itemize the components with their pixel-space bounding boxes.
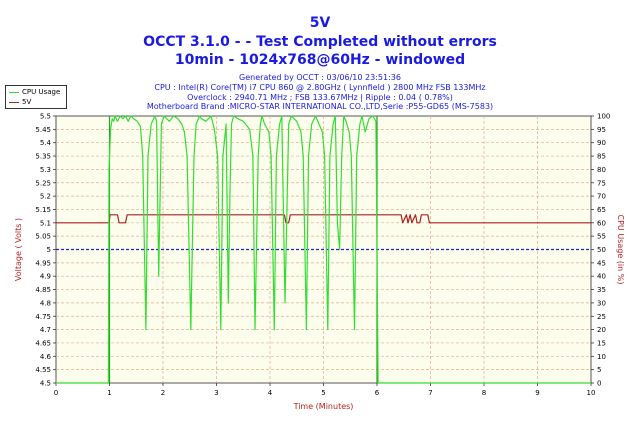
y-tick-label: 5.05 xyxy=(35,233,51,241)
y-tick-label: 5.45 xyxy=(35,126,51,134)
y2-tick-label: 60 xyxy=(597,219,606,227)
y-tick-label: 4.65 xyxy=(35,339,51,347)
y-tick-label: 4.5 xyxy=(40,380,51,388)
y2-tick-label: 30 xyxy=(597,299,606,307)
legend-item-5v: 5V xyxy=(9,97,31,107)
legend-item-cpu-usage: CPU Usage xyxy=(9,87,60,97)
series-cpu-usage-line xyxy=(56,115,591,384)
x-tick-label: 10 xyxy=(587,389,596,397)
y-axis-label: Voltage ( Volts ) xyxy=(14,218,23,281)
generated-info: Generated by OCCT : 03/06/10 23:51:36 xyxy=(239,73,401,82)
y-tick-label: 4.85 xyxy=(35,286,51,294)
y2-tick-label: 85 xyxy=(597,153,606,161)
legend-swatch-5v xyxy=(9,101,19,103)
y2-tick-label: 0 xyxy=(597,380,601,388)
y2-tick-label: 45 xyxy=(597,259,606,267)
y-tick-label: 5.15 xyxy=(35,206,51,214)
y2-tick-label: 55 xyxy=(597,233,606,241)
overclock-info: Overclock : 2940.71 MHz ; FSB 133.67MHz … xyxy=(187,93,453,102)
y2-tick-label: 35 xyxy=(597,286,606,294)
chart-subtitle: OCCT 3.1.0 - - Test Completed without er… xyxy=(143,34,497,50)
y-tick-label: 5.3 xyxy=(40,166,51,174)
x-tick-label: 1 xyxy=(107,389,111,397)
y-tick-label: 4.55 xyxy=(35,366,51,374)
x-tick-label: 6 xyxy=(375,389,380,397)
y-tick-label: 5.5 xyxy=(40,113,51,121)
y-tick-label: 5 xyxy=(47,246,51,254)
y2-tick-label: 70 xyxy=(597,193,606,201)
legend-label-5v: 5V xyxy=(22,98,32,106)
x-tick-label: 5 xyxy=(321,389,325,397)
x-tick-label: 3 xyxy=(214,389,218,397)
y2-tick-label: 75 xyxy=(597,179,606,187)
y2-tick-label: 90 xyxy=(597,139,606,147)
y2-tick-label: 80 xyxy=(597,166,606,174)
y2-tick-label: 50 xyxy=(597,246,606,254)
y-tick-label: 4.95 xyxy=(35,259,51,267)
y2-tick-label: 65 xyxy=(597,206,606,214)
y-tick-label: 4.75 xyxy=(35,313,51,321)
x-tick-label: 9 xyxy=(535,389,539,397)
legend-label-cpu-usage: CPU Usage xyxy=(22,88,61,96)
y2-tick-label: 40 xyxy=(597,273,606,281)
motherboard-info: Motherboard Brand :MICRO-STAR INTERNATIO… xyxy=(146,102,494,111)
x-tick-label: 4 xyxy=(268,389,273,397)
y-tick-label: 4.7 xyxy=(40,326,51,334)
chart-title: 5V xyxy=(309,15,331,31)
y-tick-label: 4.8 xyxy=(40,299,51,307)
y2-tick-label: 15 xyxy=(597,339,606,347)
series-5v-line xyxy=(56,214,591,224)
y-tick-label: 5.2 xyxy=(40,193,51,201)
y2-tick-label: 5 xyxy=(597,366,601,374)
y-tick-label: 4.6 xyxy=(40,353,52,361)
y2-axis-label: CPU Usage (in %) xyxy=(616,215,625,285)
y2-tick-label: 95 xyxy=(597,126,606,134)
y2-tick-label: 25 xyxy=(597,313,606,321)
y-tick-label: 5.1 xyxy=(40,219,51,227)
cpu-info: CPU : Intel(R) Core(TM) i7 CPU 860 @ 2.8… xyxy=(154,83,486,92)
chart-subtitle-resolution: 10min - 1024x768@60Hz - windowed xyxy=(174,52,466,68)
y-tick-label: 5.4 xyxy=(40,139,52,147)
chart-legend: CPU Usage 5V xyxy=(5,85,67,109)
y-tick-label: 4.9 xyxy=(40,273,51,281)
y2-tick-label: 20 xyxy=(597,326,606,334)
legend-swatch-cpu-usage xyxy=(9,91,19,93)
y-tick-label: 5.35 xyxy=(35,153,51,161)
y2-tick-label: 10 xyxy=(597,353,606,361)
x-tick-label: 0 xyxy=(54,389,58,397)
x-tick-label: 2 xyxy=(161,389,165,397)
x-axis-label: Time (Minutes) xyxy=(293,402,354,411)
y2-tick-label: 100 xyxy=(597,113,610,121)
x-tick-label: 8 xyxy=(482,389,486,397)
y-tick-label: 5.25 xyxy=(35,179,51,187)
x-tick-label: 7 xyxy=(428,389,432,397)
